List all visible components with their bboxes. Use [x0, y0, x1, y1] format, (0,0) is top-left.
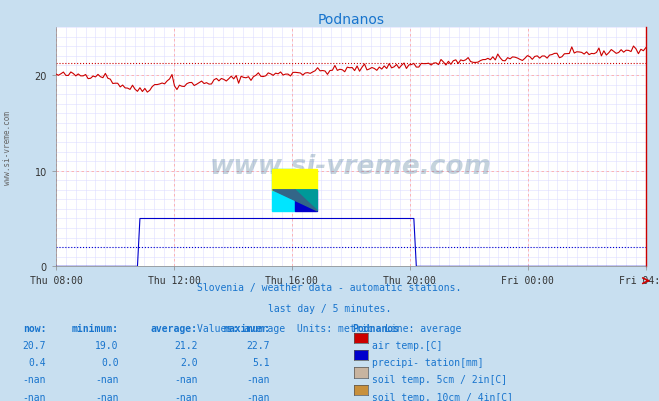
- Text: soil temp. 10cm / 4in[C]: soil temp. 10cm / 4in[C]: [372, 392, 513, 401]
- Text: average:: average:: [151, 323, 198, 333]
- Text: 20.7: 20.7: [22, 340, 46, 350]
- Text: -nan: -nan: [246, 375, 270, 385]
- Text: -nan: -nan: [22, 392, 46, 401]
- Text: 0.4: 0.4: [28, 357, 46, 367]
- Text: 21.2: 21.2: [174, 340, 198, 350]
- Bar: [272, 169, 317, 190]
- Text: precipi- tation[mm]: precipi- tation[mm]: [372, 357, 484, 367]
- Text: last day / 5 minutes.: last day / 5 minutes.: [268, 303, 391, 313]
- Text: soil temp. 5cm / 2in[C]: soil temp. 5cm / 2in[C]: [372, 375, 507, 385]
- Text: www.si-vreme.com: www.si-vreme.com: [3, 110, 13, 184]
- Text: 0.0: 0.0: [101, 357, 119, 367]
- Text: 22.7: 22.7: [246, 340, 270, 350]
- Bar: [295, 190, 317, 211]
- Text: www.si-vreme.com: www.si-vreme.com: [210, 154, 492, 179]
- Polygon shape: [272, 190, 317, 211]
- Text: -nan: -nan: [246, 392, 270, 401]
- Text: -nan: -nan: [174, 392, 198, 401]
- Text: air temp.[C]: air temp.[C]: [372, 340, 443, 350]
- Text: -nan: -nan: [22, 375, 46, 385]
- Text: Values: average  Units: metric  Line: average: Values: average Units: metric Line: aver…: [197, 323, 462, 333]
- Text: -nan: -nan: [95, 392, 119, 401]
- Text: 2.0: 2.0: [180, 357, 198, 367]
- Text: -nan: -nan: [95, 375, 119, 385]
- Text: 19.0: 19.0: [95, 340, 119, 350]
- Polygon shape: [295, 190, 317, 211]
- Text: now:: now:: [22, 323, 46, 333]
- Text: Slovenia / weather data - automatic stations.: Slovenia / weather data - automatic stat…: [197, 283, 462, 293]
- Text: -nan: -nan: [174, 375, 198, 385]
- Bar: [272, 169, 295, 211]
- Text: 5.1: 5.1: [252, 357, 270, 367]
- Text: minimum:: minimum:: [72, 323, 119, 333]
- Text: maximum:: maximum:: [223, 323, 270, 333]
- Title: Podnanos: Podnanos: [318, 13, 384, 27]
- Text: Podnanos: Podnanos: [353, 323, 399, 333]
